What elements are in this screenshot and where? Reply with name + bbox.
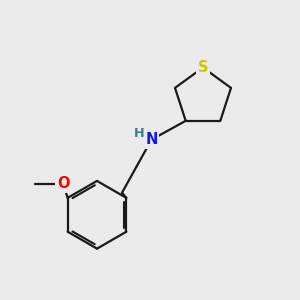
Text: S: S xyxy=(198,60,208,75)
Text: O: O xyxy=(57,176,69,191)
Text: N: N xyxy=(145,132,158,147)
Text: H: H xyxy=(134,127,144,140)
